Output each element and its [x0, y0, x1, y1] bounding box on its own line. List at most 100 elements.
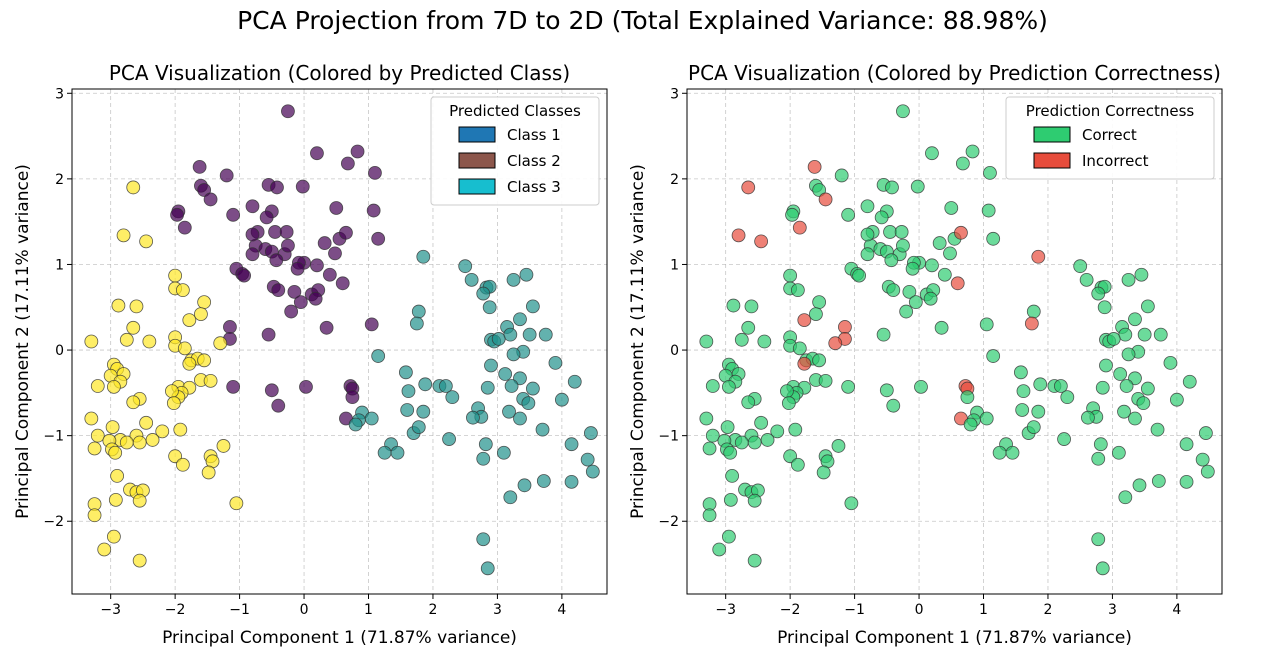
- data-point: [852, 268, 867, 283]
- data-point: [812, 295, 827, 310]
- data-point: [1026, 420, 1041, 434]
- data-point: [264, 383, 279, 398]
- data-point: [1128, 312, 1142, 327]
- data-point: [788, 422, 803, 437]
- data-point: [1033, 377, 1048, 392]
- data-point: [322, 267, 337, 282]
- data-point: [886, 283, 901, 298]
- data-point: [90, 428, 105, 443]
- y-tick-label: 1: [55, 257, 64, 273]
- data-point: [259, 210, 274, 225]
- data-point: [1128, 411, 1142, 426]
- data-point: [245, 227, 260, 242]
- data-point: [281, 104, 295, 119]
- data-point: [705, 428, 720, 443]
- data-point: [219, 168, 234, 183]
- data-point: [943, 246, 957, 261]
- data-point: [229, 496, 244, 511]
- data-point: [506, 347, 521, 362]
- data-point: [1132, 478, 1147, 493]
- data-point: [502, 404, 516, 419]
- data-point: [197, 295, 212, 310]
- data-point: [484, 358, 498, 373]
- y-tick-label: 1: [670, 257, 679, 273]
- data-point: [712, 542, 727, 557]
- data-point: [886, 398, 901, 413]
- data-point: [364, 317, 379, 332]
- data-point: [442, 432, 456, 446]
- data-point: [747, 435, 762, 450]
- data-point: [876, 327, 891, 342]
- data-point: [480, 561, 495, 576]
- legend-swatch: [1033, 126, 1071, 143]
- data-point: [377, 445, 392, 460]
- data-point: [295, 179, 310, 194]
- data-point: [168, 268, 183, 283]
- data-point: [84, 334, 99, 349]
- data-point: [513, 411, 527, 426]
- data-point: [797, 313, 812, 328]
- data-point: [445, 390, 460, 405]
- data-point: [896, 238, 910, 253]
- data-point: [1150, 422, 1165, 437]
- data-point: [734, 332, 749, 347]
- data-point: [328, 246, 342, 261]
- data-point: [466, 410, 480, 425]
- data-point: [464, 272, 479, 287]
- data-point: [1118, 490, 1133, 505]
- data-point: [270, 180, 284, 195]
- data-point: [965, 144, 980, 159]
- data-point: [166, 396, 181, 411]
- data-point: [960, 390, 975, 405]
- data-point: [734, 435, 749, 450]
- figure-suptitle: PCA Projection from 7D to 2D (Total Expl…: [237, 6, 1048, 35]
- data-point: [744, 299, 759, 314]
- data-point: [329, 201, 344, 215]
- data-point: [197, 353, 212, 368]
- data-point: [284, 304, 299, 319]
- data-point: [905, 261, 920, 276]
- data-point: [132, 435, 147, 450]
- data-point: [874, 210, 889, 225]
- data-point: [197, 183, 212, 197]
- data-point: [126, 180, 141, 195]
- right-scatter-panel: PCA Visualization (Colored by Prediction…: [628, 61, 1223, 648]
- data-point: [699, 411, 714, 426]
- data-point: [1053, 379, 1068, 393]
- data-point: [1091, 451, 1106, 466]
- data-point: [783, 268, 798, 283]
- data-point: [1119, 379, 1134, 393]
- data-point: [170, 207, 184, 222]
- data-point: [925, 146, 939, 161]
- data-point: [1137, 327, 1152, 342]
- data-point: [106, 529, 121, 544]
- data-point: [781, 396, 796, 411]
- data-point: [844, 496, 859, 511]
- data-point: [702, 441, 717, 456]
- x-tick-label: 1: [979, 602, 988, 618]
- data-point: [979, 317, 994, 332]
- data-point: [223, 320, 237, 334]
- data-point: [809, 307, 823, 322]
- left-scatter-panel: PCA Visualization (Colored by Predicted …: [13, 61, 608, 648]
- data-point: [932, 236, 947, 250]
- data-point: [923, 291, 938, 306]
- data-point: [364, 411, 379, 426]
- data-point: [879, 383, 894, 398]
- data-point: [1081, 410, 1095, 425]
- data-point: [401, 384, 416, 399]
- panel-title: PCA Visualization (Colored by Predicted …: [109, 61, 570, 85]
- data-point: [506, 272, 521, 287]
- data-point: [828, 336, 843, 351]
- data-point: [525, 381, 540, 396]
- data-point: [478, 437, 493, 452]
- axes-frame: [71, 88, 608, 595]
- data-point: [87, 508, 102, 523]
- data-point: [894, 225, 909, 239]
- data-point: [790, 457, 805, 472]
- data-point: [350, 144, 365, 159]
- x-tick-label: −1: [229, 602, 250, 618]
- data-point: [1024, 316, 1039, 331]
- data-point: [1134, 267, 1149, 282]
- data-point: [564, 474, 579, 489]
